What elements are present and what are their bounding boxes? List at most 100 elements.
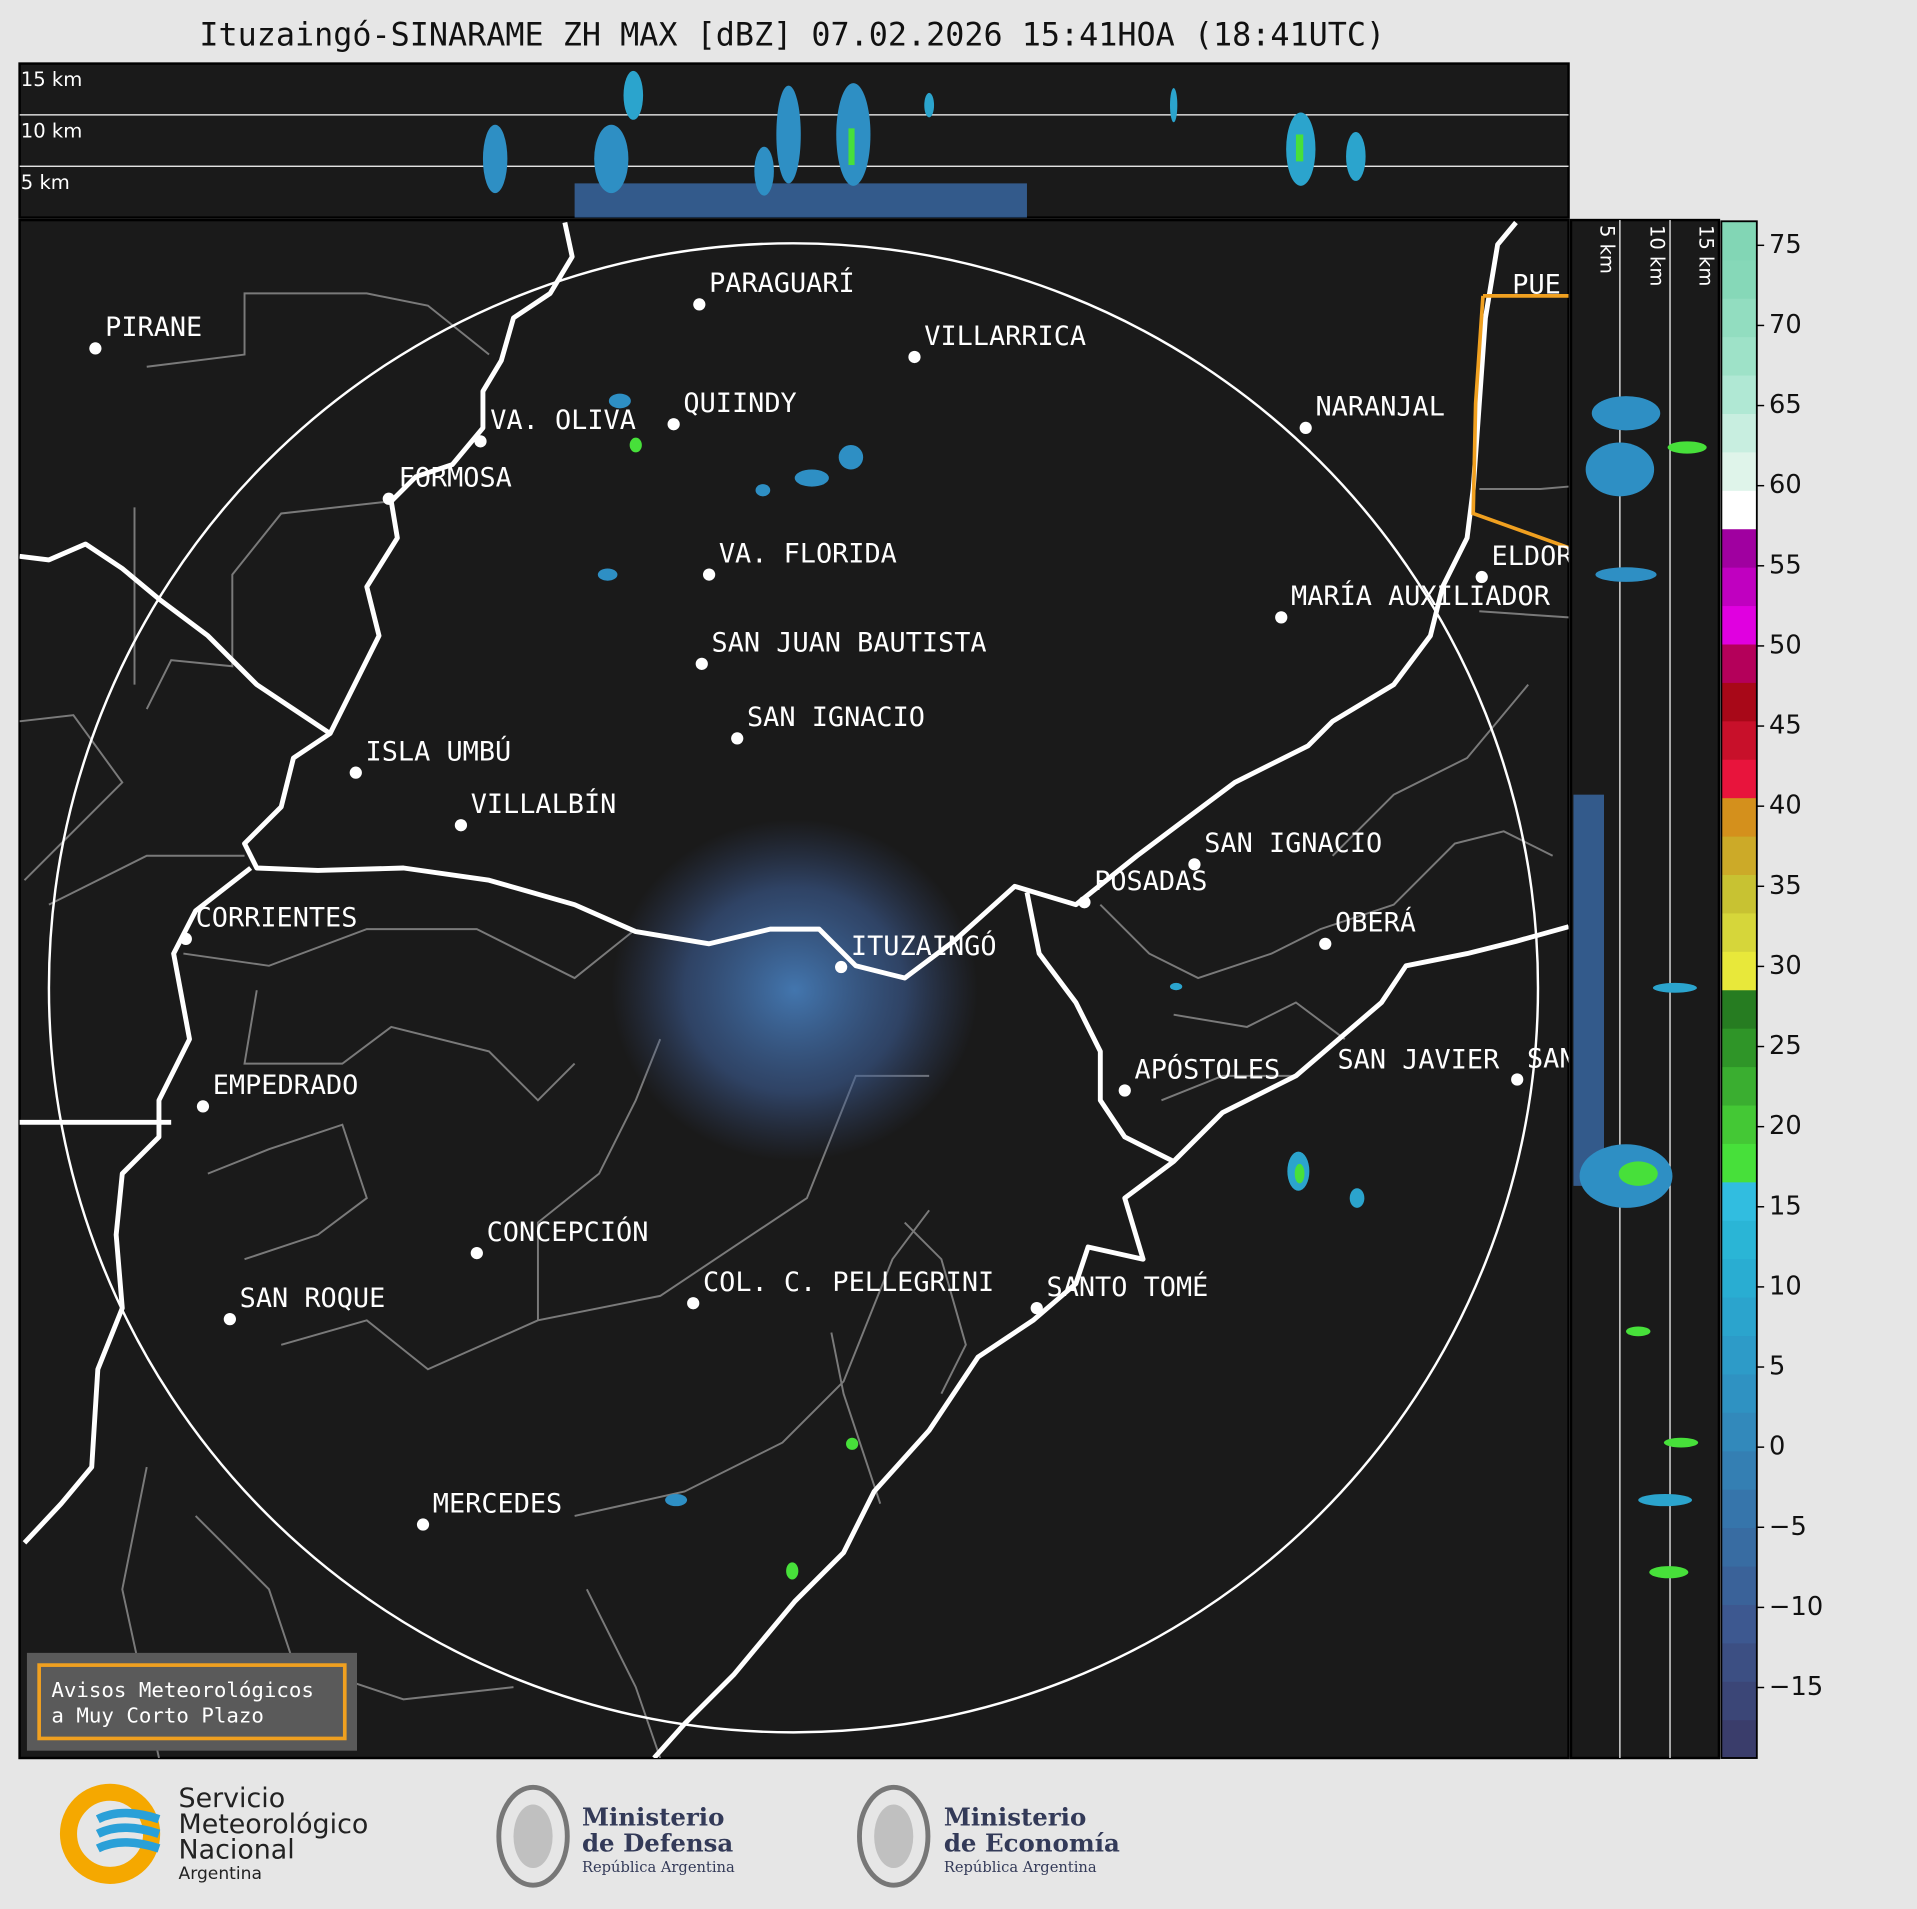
colorbar-band [1721,567,1757,607]
colorbar-tick-label: 55 [1769,550,1802,580]
place-dot [470,1246,483,1260]
echo [838,445,864,470]
place-dot [89,342,102,355]
colorbar-band [1721,1450,1757,1490]
side-height-label: 5 km [1595,225,1618,274]
place-dot [693,298,706,311]
smn-text: Argentina [179,1864,262,1884]
colorbar-band [1721,451,1757,491]
echo [482,124,508,194]
place-label: VA. OLIVA [490,405,636,436]
echo [623,70,644,120]
colorbar-tick-label: 30 [1769,951,1802,981]
echoes [597,393,1365,1580]
echo [1169,982,1183,991]
echo [1294,1163,1305,1184]
colorbar-tick-label: 65 [1769,390,1802,420]
smn-waves [95,1808,161,1853]
place-dot [1299,421,1312,435]
echo [1663,1437,1699,1448]
echo [924,92,935,118]
colorbar-frame [1720,220,1758,1759]
place-dot [1275,611,1288,624]
place-dot [349,766,362,779]
echo [1626,1326,1651,1337]
colorbar-band [1721,989,1757,1029]
ministry-text: de Defensa [582,1828,733,1857]
place-label: EMPEDRADO [213,1070,359,1101]
echo [1638,1493,1693,1507]
title: Ituzaingó-SINARAME ZH MAX [dBZ] 07.02.20… [199,18,1385,54]
place-label: VILLARRICA [924,321,1086,352]
place-label: SAN [1527,1043,1576,1074]
place-dot [1475,570,1488,584]
colorbar-band [1721,720,1757,760]
rivers [19,220,1569,1759]
place-label: PUE [1512,269,1561,300]
colorbar-band [1721,835,1757,876]
echo [629,437,642,453]
notice-text: a Muy Corto Plazo [51,1703,264,1727]
echo [1346,132,1366,181]
place-label: VA. FLORIDA [719,538,897,569]
colorbar-band [1721,874,1757,914]
side-height-label: 15 km [1694,225,1717,286]
echo [754,146,774,196]
place-label: SAN JUAN BAUTISTA [712,628,987,659]
height-echoes [19,70,1569,218]
place-label: POSADAS [1094,866,1207,897]
colorbar-band [1721,1104,1757,1144]
colorbar-band [1721,682,1757,722]
colorbar-tick-label: 50 [1769,630,1802,660]
colorbar-tick-label: 0 [1769,1432,1785,1462]
ministry-text: República Argentina [582,1859,735,1876]
place-dot [1511,1073,1524,1086]
echo [1667,441,1707,454]
place-label: ISLA UMBÚ [366,735,512,767]
notice-frame [37,1663,347,1741]
echo [1585,442,1655,497]
echo [1295,134,1304,162]
place-dot [179,932,192,946]
smn-logo: Servicio Meteorológico Nacional Argentin… [59,1783,369,1884]
echo [1618,1161,1658,1186]
echo [755,484,771,497]
colorbar-tick-label: 15 [1769,1191,1802,1221]
smn-text: Meteorológico [179,1809,369,1840]
radar-range [47,242,1540,1734]
echo [1573,794,1605,1186]
colorbar-band [1721,951,1757,991]
place-label: MERCEDES [433,1488,562,1519]
colorbar-band [1721,1258,1757,1298]
shield-core [513,1804,553,1869]
place-label: MARÍA AUXILIADOR [1291,580,1551,612]
echo [1591,396,1661,431]
echo [846,1437,859,1450]
ground-clutter [611,819,979,1162]
echo [574,183,1027,218]
echo [665,1493,688,1507]
place-label: QUIINDY [683,388,796,419]
notice-text: Avisos Meteorológicos [51,1678,314,1702]
echo [794,469,829,487]
colorbar-band [1721,528,1757,568]
place-dot [223,1313,236,1326]
colorbar-band [1721,1143,1757,1183]
colorbar-band [1721,1489,1757,1529]
place-label: SAN IGNACIO [747,702,925,733]
colorbar-band [1721,298,1757,338]
colorbar-band [1721,1373,1757,1413]
place-dot [1078,896,1091,909]
colorbar-band [1721,336,1757,376]
place-label: SAN IGNACIO [1204,828,1382,859]
colorbar-band [1721,374,1757,414]
colorbar-tick-label: 40 [1769,791,1802,821]
colorbar-tick-label: 20 [1769,1111,1802,1141]
place-label: OBERÁ [1335,907,1416,939]
smn-mark [59,1783,161,1884]
place-dot [667,418,680,431]
echo [597,568,618,581]
country-border [1471,294,1569,550]
echo [1649,1566,1689,1579]
